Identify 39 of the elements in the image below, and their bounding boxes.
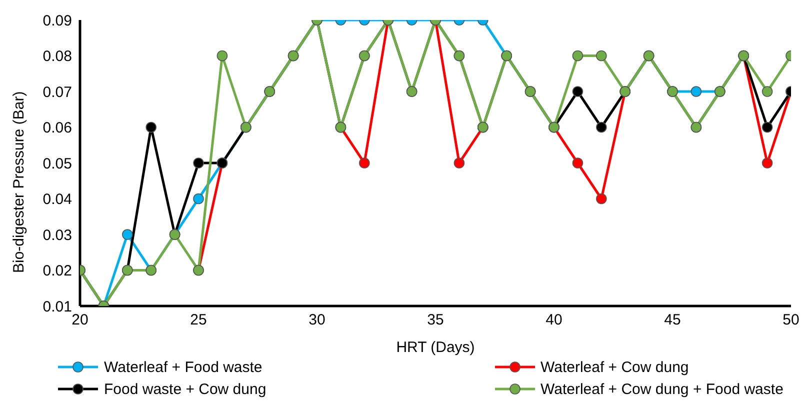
y-tick-label: 0.06: [42, 120, 72, 137]
point: [146, 122, 156, 133]
x-tick-label: 20: [72, 312, 88, 329]
point: [572, 50, 584, 62]
point: [762, 158, 773, 168]
y-tick-label: 0.08: [42, 48, 72, 66]
x-tick-label: 30: [308, 312, 326, 329]
legend-label: Waterleaf + Food waste: [104, 358, 262, 376]
legend-label: Waterleaf + Cow dung: [540, 358, 689, 376]
y-tick-label: 0.09: [42, 12, 72, 30]
point: [216, 50, 228, 62]
point: [572, 158, 584, 168]
x-axis-title: HRT (Days): [396, 339, 475, 356]
x-tick-label: 45: [664, 312, 681, 329]
legend-label: Waterleaf + Cow dung + Food waste: [540, 380, 784, 398]
point: [193, 193, 204, 204]
y-axis-title: Bio-digester Pressure (Bar): [10, 91, 28, 273]
point: [596, 193, 607, 204]
x-tick-label: 40: [546, 312, 562, 329]
point: [596, 50, 607, 62]
x-tick-label: 50: [782, 312, 800, 329]
point: [193, 158, 204, 168]
point: [359, 158, 370, 168]
x-tick-label: 25: [190, 312, 207, 329]
point: [454, 158, 465, 168]
legend-label: Food waste + Cow dung: [104, 380, 266, 398]
point: [122, 229, 133, 240]
point: [762, 122, 773, 133]
point: [596, 122, 607, 133]
y-tick-label: 0.03: [42, 226, 72, 244]
y-tick-label: 0.05: [42, 155, 72, 172]
y-tick-label: 0.07: [42, 84, 72, 101]
x-tick-label: 35: [427, 312, 444, 329]
y-tick-label: 0.01: [42, 298, 72, 316]
point: [690, 86, 702, 97]
y-tick-label: 0.04: [42, 191, 72, 208]
y-tick-label: 0.02: [42, 262, 72, 280]
point: [762, 86, 773, 97]
point: [572, 86, 584, 97]
